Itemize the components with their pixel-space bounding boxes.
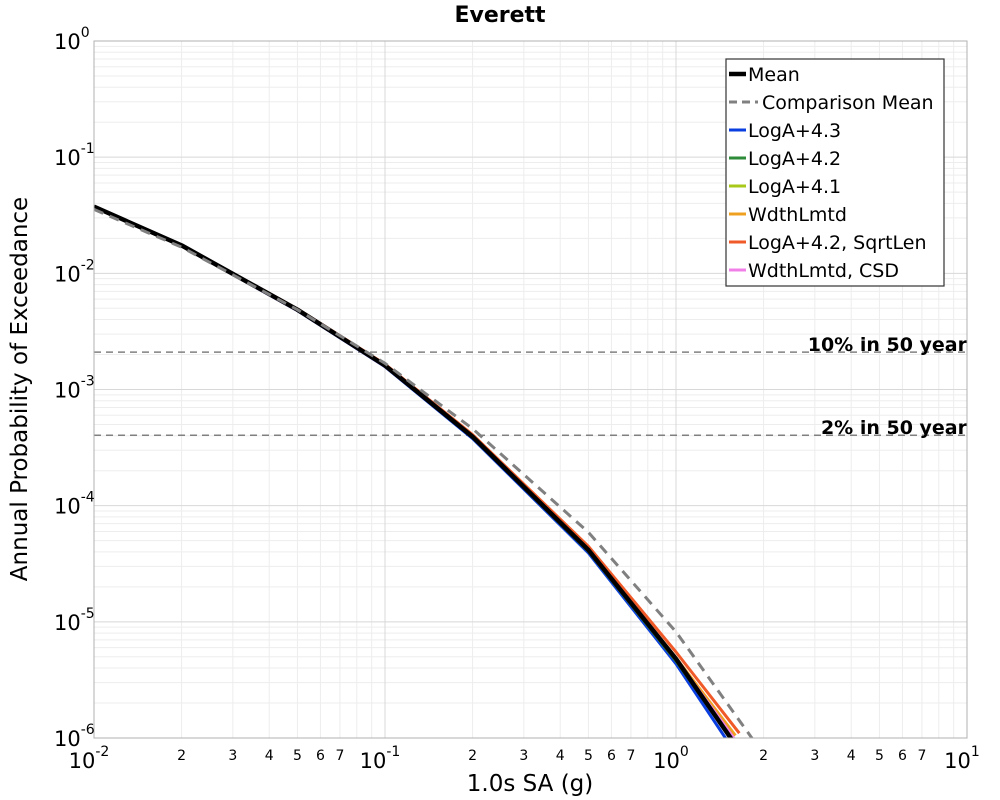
series-lines bbox=[94, 204, 754, 738]
y-tick-exponent: -3 bbox=[81, 374, 95, 390]
legend-entry-label: LogA+4.3 bbox=[748, 120, 841, 142]
x-tick-base: 10 bbox=[944, 749, 971, 773]
legend: Mean Comparison Mean LogA+4.3 LogA+4.2 LogA+… bbox=[725, 58, 945, 287]
x-minor-tick-label: 6 bbox=[607, 748, 616, 764]
x-minor-tick-label: 4 bbox=[556, 748, 565, 764]
y-tick-exponent: 0 bbox=[81, 25, 90, 41]
legend-entry-label: LogA+4.2 bbox=[748, 148, 841, 170]
x-minor-tick-label: 2 bbox=[468, 748, 477, 764]
x-minor-tick-label: 2 bbox=[759, 748, 768, 764]
x-minor-tick-label: 2 bbox=[177, 748, 186, 764]
y-tick-label: 10-1 bbox=[54, 141, 95, 170]
y-tick-base: 10 bbox=[54, 495, 81, 519]
y-tick-label: 10-4 bbox=[54, 490, 95, 519]
x-tick-base: 10 bbox=[360, 749, 387, 773]
reference-line-label: 10% in 50 year bbox=[808, 334, 968, 356]
y-tick-base: 10 bbox=[54, 146, 81, 170]
legend-entry-label: Comparison Mean bbox=[762, 92, 934, 114]
x-tick-exponent: 0 bbox=[680, 744, 689, 760]
y-tick-base: 10 bbox=[54, 611, 81, 635]
x-tick-label: 100 bbox=[653, 744, 689, 773]
series-line bbox=[94, 204, 734, 738]
y-tick-exponent: -6 bbox=[81, 722, 95, 738]
y-tick-label: 100 bbox=[54, 25, 90, 54]
legend-entry-label: Mean bbox=[748, 64, 800, 86]
x-minor-tick-label: 7 bbox=[335, 748, 344, 764]
y-tick-label: 10-6 bbox=[54, 722, 95, 751]
chart-title: Everett bbox=[454, 3, 546, 28]
y-tick-exponent: -5 bbox=[81, 606, 95, 622]
x-minor-tick-label: 7 bbox=[626, 748, 635, 764]
legend-entry-label: WdthLmtd, CSD bbox=[748, 260, 899, 282]
y-tick-base: 10 bbox=[54, 30, 81, 54]
x-tick-base: 10 bbox=[653, 749, 680, 773]
y-tick-base: 10 bbox=[54, 727, 81, 751]
y-tick-exponent: -2 bbox=[81, 257, 95, 273]
x-minor-tick-label: 6 bbox=[898, 748, 907, 764]
reference-lines: 10% in 50 year 2% in 50 year bbox=[94, 334, 968, 439]
x-minor-tick-label: 3 bbox=[228, 748, 237, 764]
x-minor-tick-label: 4 bbox=[265, 748, 274, 764]
x-tick-base: 10 bbox=[69, 749, 96, 773]
reference-line-label: 2% in 50 year bbox=[821, 417, 968, 439]
x-tick-exponent: -1 bbox=[386, 744, 400, 760]
x-axis-label: 1.0s SA (g) bbox=[467, 771, 594, 797]
x-minor-tick-label: 4 bbox=[847, 748, 856, 764]
x-minor-tick-label: 5 bbox=[584, 748, 593, 764]
x-tick-label: 10-2 bbox=[69, 744, 110, 773]
x-tick-label: 10-1 bbox=[360, 744, 401, 773]
y-tick-exponent: -4 bbox=[81, 490, 95, 506]
x-minor-tick-label: 3 bbox=[519, 748, 528, 764]
legend-entry-label: LogA+4.1 bbox=[748, 176, 841, 198]
plot-frame bbox=[93, 40, 968, 739]
y-tick-exponent: -1 bbox=[81, 141, 95, 157]
legend-entry-label: LogA+4.2, SqrtLen bbox=[748, 232, 927, 254]
y-tick-base: 10 bbox=[54, 379, 81, 403]
x-tick-exponent: -2 bbox=[95, 744, 109, 760]
x-tick-label: 101 bbox=[944, 744, 980, 773]
y-axis-label: Annual Probability of Exceedance bbox=[7, 197, 33, 581]
x-minor-tick-label: 7 bbox=[917, 748, 926, 764]
x-minor-tick-label: 3 bbox=[810, 748, 819, 764]
y-tick-label: 10-3 bbox=[54, 374, 95, 403]
legend-entry-label: WdthLmtd bbox=[748, 204, 847, 226]
x-minor-tick-label: 6 bbox=[316, 748, 325, 764]
series-line bbox=[94, 208, 754, 738]
x-tick-exponent: 1 bbox=[971, 744, 980, 760]
y-tick-base: 10 bbox=[54, 262, 81, 286]
x-minor-tick-label: 5 bbox=[293, 748, 302, 764]
y-tick-label: 10-5 bbox=[54, 606, 95, 635]
legend-box bbox=[725, 58, 945, 287]
x-minor-tick-label: 5 bbox=[875, 748, 884, 764]
y-tick-label: 10-2 bbox=[54, 257, 95, 286]
